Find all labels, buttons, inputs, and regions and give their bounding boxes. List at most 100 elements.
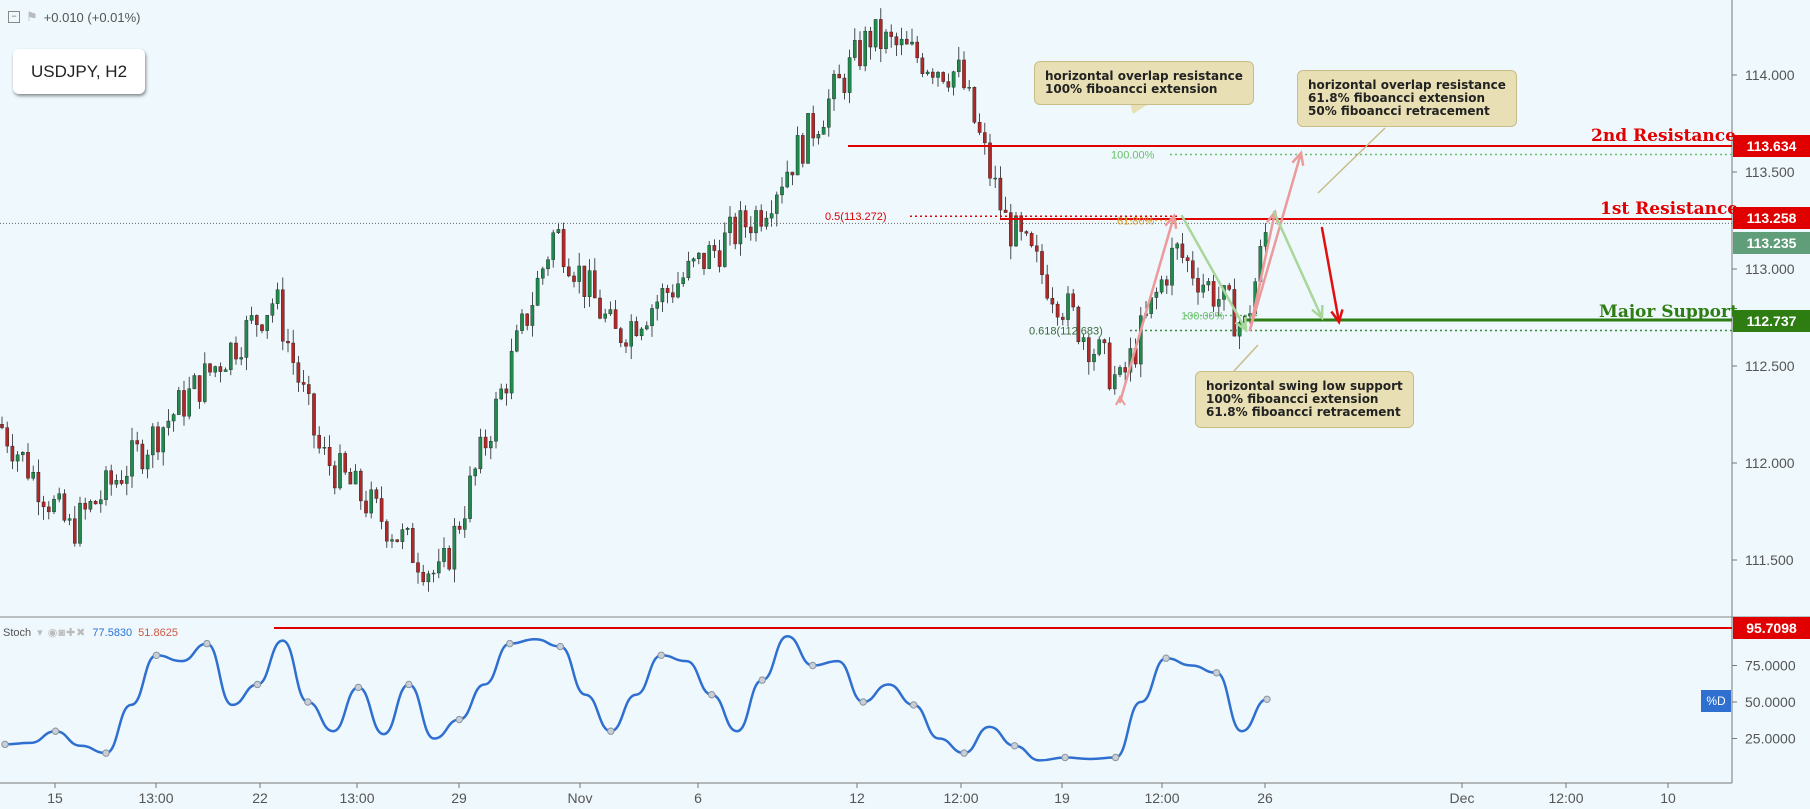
candle: [936, 72, 940, 78]
candle: [442, 548, 446, 562]
candle: [1170, 247, 1174, 286]
candle: [1076, 306, 1081, 343]
stoch-point: [1, 740, 9, 749]
candle: [57, 493, 61, 500]
stoch-point: [909, 701, 918, 709]
candle: [431, 572, 436, 575]
x-tick-label: 22: [252, 790, 268, 806]
candle: [457, 525, 462, 530]
candle: [260, 324, 264, 331]
candle: [104, 470, 108, 500]
stoch-point: [102, 749, 110, 757]
candle: [182, 390, 186, 417]
candle: [515, 330, 519, 352]
pink-arrow: [1248, 151, 1303, 332]
candle: [1190, 260, 1195, 279]
candle: [1211, 281, 1216, 307]
candle: [249, 315, 254, 321]
candle: [572, 275, 576, 282]
y-tick-label: 113.000: [1745, 261, 1795, 277]
x-tick-label: 12: [849, 790, 865, 806]
candle: [494, 398, 498, 442]
support-level-name: Major Support: [1599, 302, 1738, 322]
candle: [15, 454, 20, 462]
stoch-tick-label: 75.0000: [1745, 658, 1796, 674]
candle: [47, 506, 51, 513]
stoch-point: [506, 639, 514, 648]
candle: [473, 468, 478, 477]
candle: [213, 366, 218, 373]
candle: [712, 245, 717, 251]
candle: [915, 41, 919, 59]
stoch-d-badge[interactable]: %D: [1701, 690, 1731, 712]
flag-icon[interactable]: ⚑: [26, 9, 38, 24]
candle: [624, 342, 628, 347]
candle: [1050, 298, 1055, 305]
candle: [228, 342, 233, 370]
candle: [754, 210, 758, 234]
candle: [31, 472, 36, 479]
candle: [156, 426, 160, 453]
stoch-point: [1010, 742, 1019, 750]
candle: [764, 217, 769, 227]
stoch-controls-icon[interactable]: ▾ ◉◙✚✖: [37, 627, 87, 639]
candle: [561, 229, 566, 268]
stoch-point: [1212, 669, 1221, 677]
candle: [36, 472, 41, 503]
stoch-value-2: 51.8625: [138, 626, 178, 639]
green-arrow: [1272, 210, 1324, 320]
r1-annotation: horizontal overlap resistance 61.8% fibo…: [1297, 70, 1517, 127]
x-tick-label: 19: [1054, 790, 1070, 806]
candle: [749, 226, 753, 234]
stoch-legend: Stoch ▾ ◉◙✚✖ 77.5830 51.8625: [3, 626, 178, 640]
candle: [821, 127, 826, 135]
candle: [67, 518, 72, 521]
x-tick-label: Nov: [568, 790, 593, 806]
candle: [816, 134, 821, 139]
candle: [785, 171, 789, 188]
candle: [208, 363, 212, 373]
candle: [1003, 209, 1008, 213]
pink-arrow: [1248, 210, 1277, 332]
x-tick-label: 10: [1660, 790, 1676, 806]
candle: [977, 122, 982, 133]
stoch-name[interactable]: Stoch: [3, 626, 32, 639]
stoch-point: [1162, 654, 1170, 662]
green-arrow-head: [1311, 304, 1324, 321]
stoch-point: [1263, 695, 1271, 703]
candle: [1071, 293, 1075, 308]
candle: [72, 518, 77, 544]
stoch-point: [203, 639, 211, 648]
candle: [489, 440, 493, 449]
candle: [603, 313, 607, 319]
candle: [83, 502, 87, 510]
candle: [369, 489, 374, 514]
symbol-label[interactable]: USDJPY, H2: [13, 49, 145, 94]
candle: [780, 186, 784, 196]
candle: [665, 288, 670, 293]
candle: [629, 321, 633, 347]
candle: [1227, 285, 1231, 290]
candle: [192, 375, 197, 389]
candle: [925, 71, 930, 74]
candle: [1196, 277, 1200, 293]
candle: [530, 305, 535, 326]
stoch-tick-label: 25.0000: [1745, 731, 1796, 747]
support-annotation: horizontal swing low support 100% fiboan…: [1195, 371, 1414, 428]
stoch-point: [152, 651, 161, 659]
candle: [582, 265, 587, 297]
candle: [863, 30, 867, 67]
candle: [400, 529, 405, 542]
candle: [905, 38, 909, 45]
candle: [166, 420, 171, 428]
candle: [525, 313, 529, 326]
candle: [411, 528, 415, 563]
candle: [1107, 342, 1112, 390]
candle: [312, 393, 316, 436]
candle: [281, 289, 285, 342]
candle: [379, 498, 384, 522]
collapse-icon[interactable]: −: [8, 11, 20, 23]
candle: [634, 321, 639, 337]
